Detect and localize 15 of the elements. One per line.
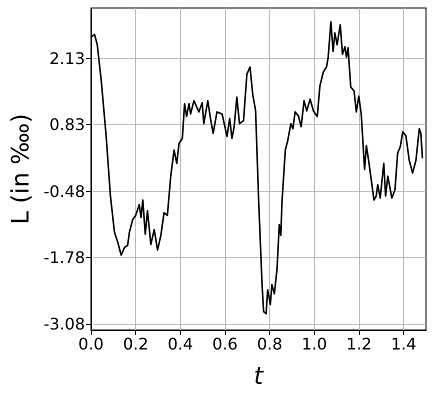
x-tick-label: 1.0 [302,334,328,354]
y-tick-label: -1.78 [44,248,85,268]
y-tick-label: 0.83 [49,115,85,134]
y-tick-label: -3.08 [44,314,85,334]
x-tick-label: 1.4 [390,334,416,354]
y-tick-label: -0.48 [44,182,85,201]
x-axis-title: t [254,362,265,390]
x-tick-label: 0.2 [122,334,148,354]
x-tick-label: 0.0 [78,334,104,354]
y-axis-title: L (in ‱) [6,114,35,224]
y-tick-label: 2.13 [49,48,85,68]
x-tick-label: 0.4 [168,334,194,354]
x-tick-label: 0.6 [212,334,238,354]
x-tick-label: 0.8 [256,334,282,354]
x-tick-label: 1.2 [346,334,372,354]
